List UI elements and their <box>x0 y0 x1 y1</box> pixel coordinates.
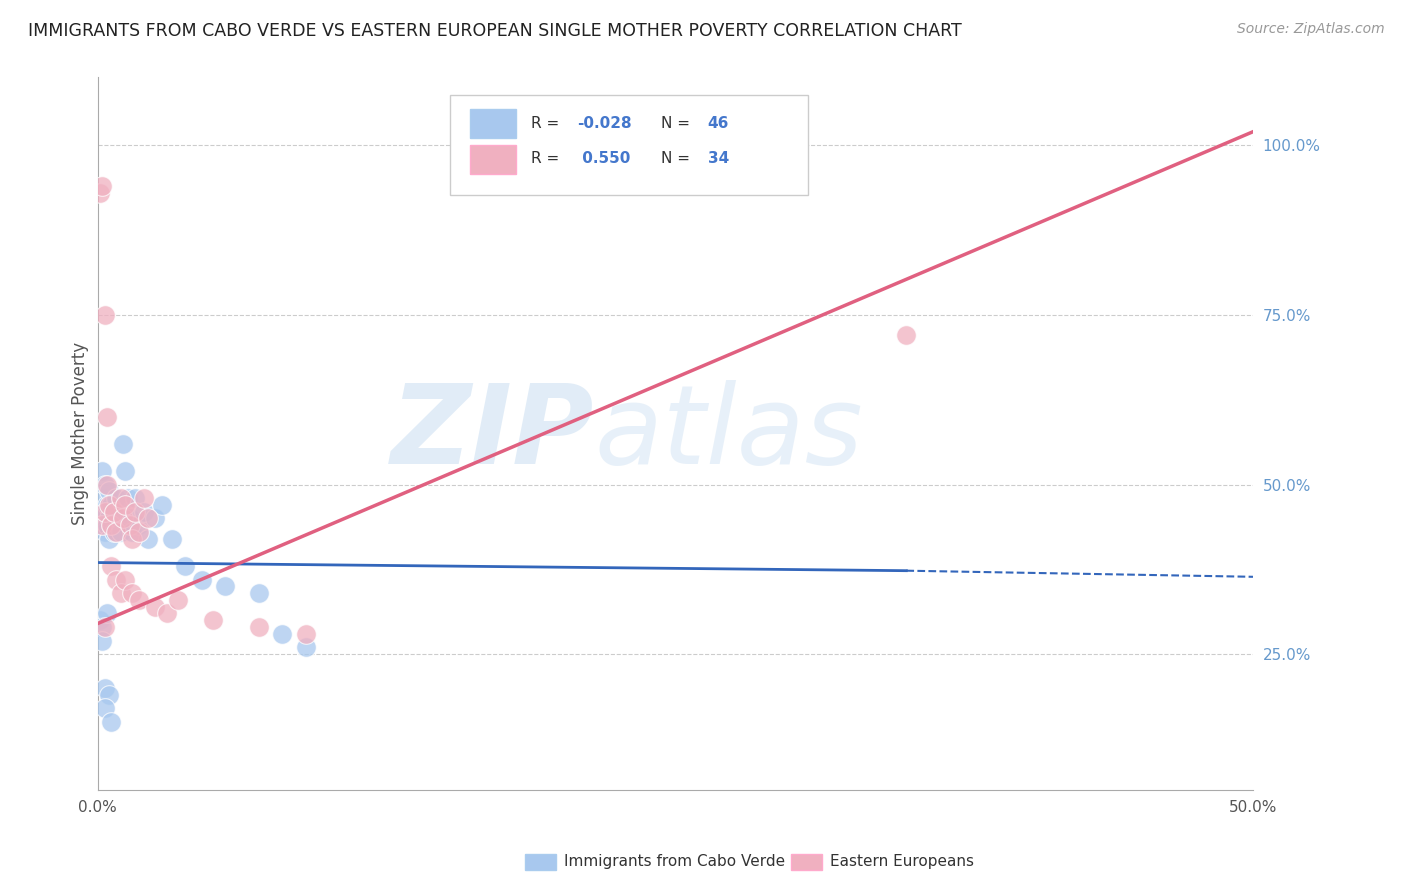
Point <box>202 613 225 627</box>
Point <box>96 477 118 491</box>
Point <box>124 505 146 519</box>
Point <box>110 586 132 600</box>
FancyBboxPatch shape <box>470 110 516 138</box>
Point <box>93 505 115 519</box>
Point <box>114 573 136 587</box>
Point <box>100 518 122 533</box>
Point <box>93 505 115 519</box>
Point <box>91 620 114 634</box>
Point <box>111 511 134 525</box>
Text: -0.028: -0.028 <box>576 116 631 130</box>
Point <box>174 558 197 573</box>
Point <box>118 511 141 525</box>
Text: N =: N = <box>661 151 696 166</box>
Point <box>91 179 114 194</box>
Point <box>105 573 128 587</box>
Point <box>98 688 121 702</box>
Text: 0.550: 0.550 <box>576 151 630 166</box>
Point <box>93 681 115 695</box>
Text: Eastern Europeans: Eastern Europeans <box>830 855 974 869</box>
Point <box>132 491 155 505</box>
Y-axis label: Single Mother Poverty: Single Mother Poverty <box>72 342 89 525</box>
Point <box>96 409 118 424</box>
Point <box>91 491 114 505</box>
FancyBboxPatch shape <box>470 145 516 174</box>
Text: R =: R = <box>531 116 564 130</box>
Text: Immigrants from Cabo Verde: Immigrants from Cabo Verde <box>564 855 786 869</box>
Point <box>138 532 160 546</box>
Point <box>190 573 212 587</box>
Point <box>117 491 139 505</box>
Point <box>91 633 114 648</box>
Point <box>100 714 122 729</box>
Point <box>91 511 114 525</box>
Point <box>105 524 128 539</box>
Point <box>156 607 179 621</box>
Point <box>89 518 111 533</box>
Point <box>143 599 166 614</box>
Point <box>96 498 118 512</box>
Text: N =: N = <box>661 116 696 130</box>
Point <box>121 586 143 600</box>
Point <box>128 592 150 607</box>
Point <box>110 491 132 505</box>
Text: atlas: atlas <box>595 380 863 487</box>
FancyBboxPatch shape <box>450 95 808 195</box>
Point <box>96 518 118 533</box>
Point <box>121 532 143 546</box>
Point <box>138 511 160 525</box>
Point <box>98 511 121 525</box>
Point <box>105 491 128 505</box>
Point <box>132 505 155 519</box>
Point <box>93 701 115 715</box>
Point <box>111 437 134 451</box>
Point <box>160 532 183 546</box>
Point <box>103 524 125 539</box>
Point <box>294 627 316 641</box>
Point <box>167 592 190 607</box>
Point <box>100 498 122 512</box>
Point <box>124 491 146 505</box>
Point <box>93 477 115 491</box>
Text: 46: 46 <box>707 116 728 130</box>
Text: IMMIGRANTS FROM CABO VERDE VS EASTERN EUROPEAN SINGLE MOTHER POVERTY CORRELATION: IMMIGRANTS FROM CABO VERDE VS EASTERN EU… <box>28 22 962 40</box>
Point <box>128 518 150 533</box>
Point <box>107 511 129 525</box>
Point <box>89 505 111 519</box>
Point <box>93 620 115 634</box>
Point <box>128 524 150 539</box>
Point <box>271 627 294 641</box>
Point <box>114 498 136 512</box>
Point <box>103 505 125 519</box>
Point <box>93 524 115 539</box>
Point <box>91 518 114 533</box>
Text: R =: R = <box>531 151 564 166</box>
Point <box>114 464 136 478</box>
Point <box>89 613 111 627</box>
Point <box>294 640 316 655</box>
Point <box>247 586 270 600</box>
Point <box>118 518 141 533</box>
Point <box>150 498 173 512</box>
Point <box>121 524 143 539</box>
Point <box>247 620 270 634</box>
Point <box>89 186 111 200</box>
Point <box>100 558 122 573</box>
Point <box>143 511 166 525</box>
Point <box>91 464 114 478</box>
Text: ZIP: ZIP <box>391 380 595 487</box>
Point <box>98 532 121 546</box>
Point <box>896 328 918 343</box>
Point <box>100 518 122 533</box>
Point <box>103 505 125 519</box>
Text: Source: ZipAtlas.com: Source: ZipAtlas.com <box>1237 22 1385 37</box>
Point <box>93 308 115 322</box>
Point <box>98 498 121 512</box>
Text: 34: 34 <box>707 151 728 166</box>
Point <box>214 579 236 593</box>
Point <box>110 524 132 539</box>
Point <box>98 484 121 499</box>
Point <box>96 607 118 621</box>
